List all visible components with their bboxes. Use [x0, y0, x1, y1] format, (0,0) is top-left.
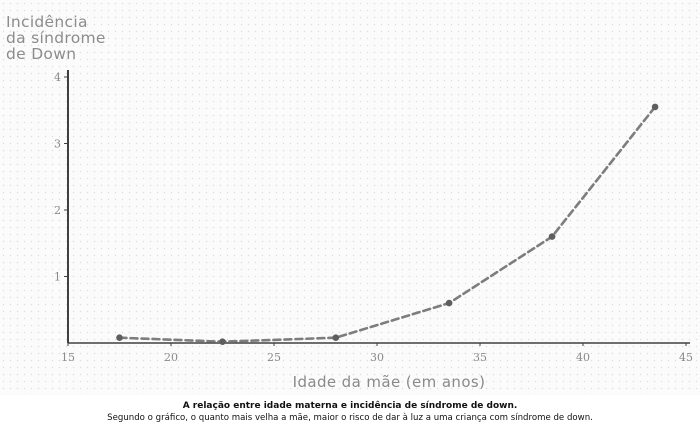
data-point	[445, 299, 453, 307]
data-point	[651, 103, 659, 111]
data-point	[219, 338, 226, 345]
x-axis-title: Idade da mãe (em anos)	[293, 373, 486, 391]
series-line	[118, 105, 657, 344]
x-tick-label: 15	[61, 351, 75, 364]
y-axis-label-line-1: Incidência	[6, 13, 88, 31]
x-tick-group: 15 20 25 30 35 40 45	[61, 343, 693, 364]
caption: A relação entre idade materna e incidênc…	[0, 400, 700, 424]
x-tick-label: 40	[576, 351, 590, 364]
x-tick-label: 30	[370, 351, 384, 364]
data-point	[116, 334, 123, 341]
x-tick-label: 25	[267, 351, 281, 364]
y-axis-label-line-3: de Down	[6, 45, 77, 63]
y-tick-group: 1 2 3 4	[54, 71, 68, 284]
line-chart: 1 2 3 4 15 20 25 30 35 40 45 Idade da mãe (em ano…	[54, 70, 693, 391]
data-point	[332, 334, 340, 341]
y-tick-label: 1	[54, 271, 61, 284]
caption-title: A relação entre idade materna e incidênc…	[182, 401, 518, 411]
x-tick-label: 45	[679, 351, 693, 364]
y-tick-label: 3	[54, 138, 61, 151]
data-point-group	[116, 103, 659, 345]
y-tick-label: 4	[54, 71, 61, 84]
x-tick-label: 20	[164, 351, 178, 364]
chart-panel: Incidência da síndrome de Down 1 2 3 4 15 20…	[0, 0, 700, 395]
x-tick-label: 35	[473, 351, 487, 364]
y-tick-label: 2	[54, 204, 61, 217]
caption-text: Segundo o gráfico, o quanto mais velha a…	[107, 413, 593, 423]
data-point	[548, 233, 556, 240]
y-axis-label-line-2: da síndrome	[6, 29, 106, 47]
